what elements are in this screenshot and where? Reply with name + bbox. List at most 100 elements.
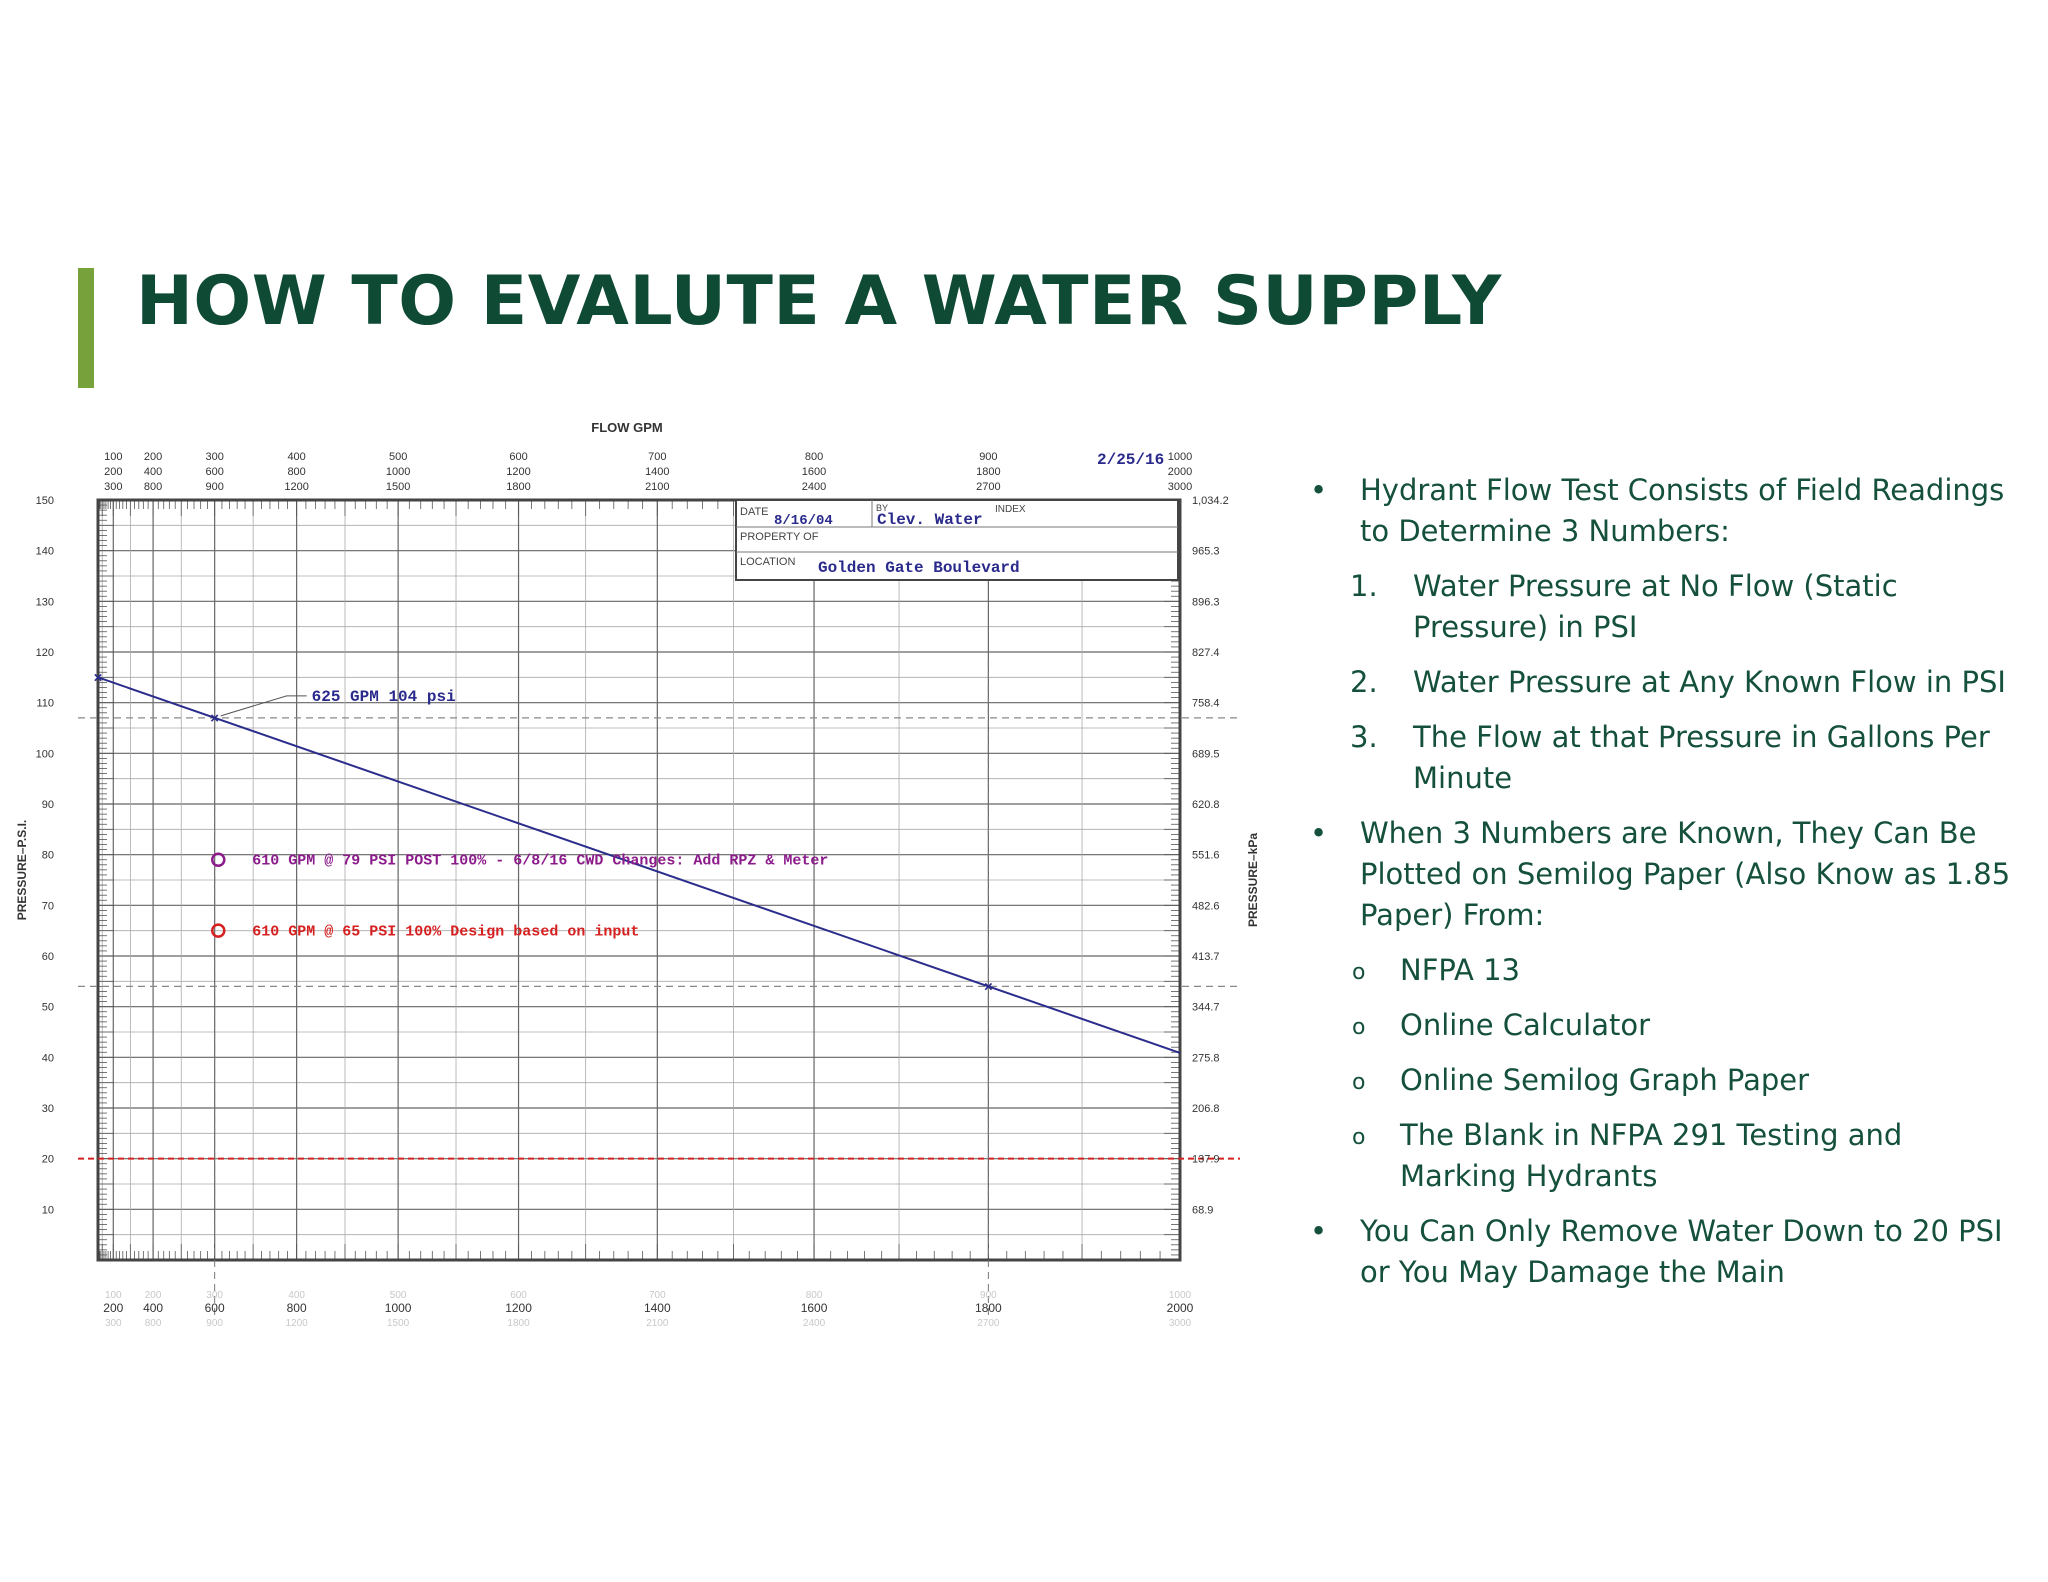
psi-tick-label: 60 xyxy=(42,951,54,963)
top-tick-label: 1800 xyxy=(976,466,1000,478)
bottom-tick-label: 400 xyxy=(143,1301,163,1315)
top-tick-label: 1800 xyxy=(506,481,530,493)
bullet-marker: • xyxy=(1310,473,1328,507)
psi-tick-label: 150 xyxy=(36,495,54,507)
bottom-tick-label-faint: 2100 xyxy=(646,1318,669,1329)
top-tick-label: 400 xyxy=(144,466,162,478)
numbered-item: 1. Water Pressure at No Flow (Static Pres… xyxy=(1300,566,2020,648)
psi-tick-label: 140 xyxy=(36,546,54,558)
bottom-tick-label-faint: 700 xyxy=(649,1290,666,1301)
annotation-date: 2/25/16 xyxy=(1097,451,1164,469)
top-tick-label: 700 xyxy=(648,451,666,463)
numbered-item: 3. The Flow at that Pressure in Gallons P… xyxy=(1300,717,2020,799)
kpa-tick-label: 758.4 xyxy=(1192,698,1220,710)
bullet-item: • When 3 Numbers are Known, They Can Be P… xyxy=(1300,813,2020,936)
top-tick-label: 900 xyxy=(979,451,997,463)
bottom-tick-label-faint: 3000 xyxy=(1169,1318,1192,1329)
kpa-tick-label: 965.3 xyxy=(1192,546,1220,558)
bullet-item: • You Can Only Remove Water Down to 20 PS… xyxy=(1300,1211,2020,1293)
info-date-label: DATE xyxy=(740,506,769,518)
top-tick-label: 2000 xyxy=(1168,466,1192,478)
bullet-text: Online Semilog Graph Paper xyxy=(1400,1063,1810,1097)
bottom-tick-label: 1000 xyxy=(385,1301,412,1315)
kpa-tick-label: 551.6 xyxy=(1192,850,1220,862)
kpa-tick-label: 275.8 xyxy=(1192,1052,1220,1064)
top-tick-label: 400 xyxy=(287,451,305,463)
bullet-marker: 1. xyxy=(1350,569,1378,603)
kpa-tick-label: 896.3 xyxy=(1192,596,1220,608)
bottom-tick-label-faint: 300 xyxy=(206,1290,223,1301)
top-tick-label: 600 xyxy=(509,451,527,463)
bottom-tick-label-faint: 1200 xyxy=(286,1318,309,1329)
bullet-text: The Flow at that Pressure in Gallons Per… xyxy=(1413,720,1990,795)
psi-tick-label: 40 xyxy=(42,1052,54,1064)
psi-tick-label: 130 xyxy=(36,596,54,608)
bottom-tick-label-faint: 1800 xyxy=(507,1318,530,1329)
top-tick-label: 200 xyxy=(144,451,162,463)
top-tick-label: 1600 xyxy=(802,466,826,478)
bullet-marker: • xyxy=(1310,1214,1328,1248)
top-tick-label: 800 xyxy=(805,451,823,463)
psi-tick-label: 110 xyxy=(36,698,54,710)
sub-bullet-item: o Online Calculator xyxy=(1300,1005,2020,1046)
bullet-text: Water Pressure at No Flow (Static Pressu… xyxy=(1413,569,1898,644)
marker-label: 610 GPM @ 79 PSI POST 100% - 6/8/16 CWD … xyxy=(252,853,828,870)
kpa-tick-label: 689.5 xyxy=(1192,748,1220,760)
y-axis-label-kpa: PRESSURE–kPa xyxy=(1246,833,1260,927)
chart-grid xyxy=(97,500,1180,1260)
bullet-marker: 3. xyxy=(1350,720,1378,754)
bullet-item: • Hydrant Flow Test Consists of Field Rea… xyxy=(1300,470,2020,552)
bullet-text: Hydrant Flow Test Consists of Field Read… xyxy=(1360,473,2005,548)
data-point-marker: × xyxy=(210,710,219,727)
psi-tick-label: 120 xyxy=(36,647,54,659)
sub-bullet-item: o NFPA 13 xyxy=(1300,950,2020,991)
psi-tick-label: 10 xyxy=(42,1204,54,1216)
kpa-tick-label: 206.8 xyxy=(1192,1103,1220,1115)
kpa-tick-label: 344.7 xyxy=(1192,1002,1220,1014)
bottom-tick-label-faint: 800 xyxy=(806,1290,823,1301)
top-tick-label: 800 xyxy=(144,481,162,493)
annotation-leader xyxy=(220,695,307,717)
bullet-text: When 3 Numbers are Known, They Can Be Pl… xyxy=(1360,816,2011,932)
info-location-value: Golden Gate Boulevard xyxy=(818,559,1020,577)
marker-label: 610 GPM @ 65 PSI 100% Design based on in… xyxy=(252,924,639,941)
reference-lines xyxy=(78,660,1240,1320)
top-tick-label: 2100 xyxy=(645,481,669,493)
bottom-tick-label-faint: 900 xyxy=(206,1318,223,1329)
info-location-label: LOCATION xyxy=(740,556,795,568)
top-tick-label: 300 xyxy=(104,481,122,493)
top-tick-label: 1200 xyxy=(506,466,530,478)
bottom-tick-label: 1600 xyxy=(801,1301,828,1315)
bottom-tick-label-faint: 400 xyxy=(288,1290,305,1301)
flow-test-chart: × × × 625 GPM 104 psi 610 GPM @ 79 PSI POST … xyxy=(15,420,1260,1329)
title-accent-bar xyxy=(78,268,94,388)
bottom-tick-label-faint: 1000 xyxy=(1169,1290,1192,1301)
top-tick-label: 2700 xyxy=(976,481,1000,493)
top-tick-label: 3000 xyxy=(1168,481,1192,493)
bottom-tick-label: 200 xyxy=(103,1301,123,1315)
bottom-tick-label-faint: 2400 xyxy=(803,1318,826,1329)
kpa-tick-label: 620.8 xyxy=(1192,799,1220,811)
bottom-tick-label: 1800 xyxy=(975,1301,1002,1315)
kpa-tick-label: 482.6 xyxy=(1192,900,1220,912)
data-point-marker: × xyxy=(984,978,993,995)
bullet-marker: 2. xyxy=(1350,665,1378,699)
psi-tick-label: 70 xyxy=(42,900,54,912)
top-tick-label: 600 xyxy=(205,466,223,478)
bottom-tick-label-faint: 900 xyxy=(980,1290,997,1301)
bottom-tick-label-faint: 1500 xyxy=(387,1318,410,1329)
kpa-tick-label: 827.4 xyxy=(1192,647,1220,659)
info-box: DATE 8/16/04 BY Clev. Water INDEX PROPER… xyxy=(735,499,1179,581)
info-by-label: BY xyxy=(876,503,888,513)
info-property-label: PROPERTY OF xyxy=(740,531,819,543)
chart-title: FLOW GPM xyxy=(591,420,663,435)
bottom-tick-label-faint: 300 xyxy=(105,1318,122,1329)
info-index-label: INDEX xyxy=(995,504,1026,515)
bullet-text: Water Pressure at Any Known Flow in PSI xyxy=(1413,665,2006,699)
kpa-tick-label: 68.9 xyxy=(1192,1204,1213,1216)
bullet-marker: o xyxy=(1352,1070,1366,1095)
psi-tick-label: 80 xyxy=(42,850,54,862)
marker-circle xyxy=(211,852,226,867)
bullet-list: • Hydrant Flow Test Consists of Field Rea… xyxy=(1300,470,2020,1307)
